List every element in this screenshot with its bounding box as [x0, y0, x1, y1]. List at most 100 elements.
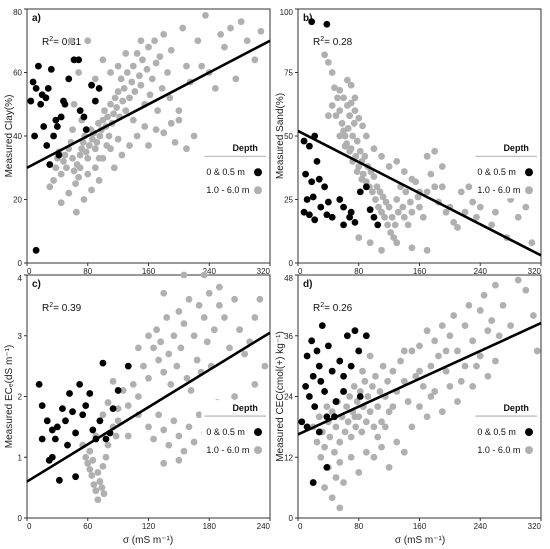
- data-point: [416, 367, 423, 375]
- data-point: [423, 327, 431, 335]
- data-point: [227, 24, 234, 32]
- data-point: [64, 441, 71, 449]
- legend-title: Depth: [232, 403, 258, 413]
- data-point: [150, 435, 157, 443]
- data-point: [62, 417, 69, 425]
- data-point: [344, 124, 352, 132]
- data-point: [185, 295, 193, 303]
- data-point: [336, 196, 344, 203]
- data-point: [60, 158, 67, 165]
- data-point: [362, 332, 370, 340]
- data-point: [43, 142, 51, 149]
- data-point: [43, 417, 51, 425]
- data-point: [423, 188, 431, 196]
- y-tick-label: 3: [18, 332, 23, 341]
- data-point: [318, 322, 326, 330]
- data-point: [355, 469, 363, 476]
- data-point: [499, 301, 507, 309]
- data-point: [461, 362, 469, 370]
- data-point: [423, 246, 431, 254]
- data-point: [488, 221, 496, 229]
- data-point: [311, 403, 319, 411]
- data-point: [393, 438, 401, 446]
- data-point: [341, 132, 349, 140]
- data-point: [454, 398, 461, 405]
- data-point: [145, 142, 152, 149]
- data-point: [408, 347, 416, 355]
- data-point: [369, 188, 376, 196]
- data-point: [300, 208, 308, 216]
- data-point: [366, 206, 374, 214]
- y-tick-label: 75: [284, 69, 293, 78]
- data-point: [38, 402, 46, 410]
- data-point: [137, 37, 145, 45]
- data-point: [96, 132, 104, 140]
- data-point: [183, 374, 191, 382]
- data-point: [100, 490, 108, 498]
- data-point: [119, 97, 127, 105]
- data-point: [126, 94, 133, 102]
- data-point: [427, 393, 435, 400]
- data-point: [446, 332, 454, 340]
- data-point: [533, 347, 541, 355]
- data-point: [160, 289, 168, 297]
- data-point: [72, 180, 79, 188]
- data-point: [52, 116, 60, 124]
- data-point: [165, 350, 173, 358]
- data-point: [160, 426, 168, 434]
- y-tick-label: 80: [13, 8, 22, 17]
- data-point: [370, 173, 378, 181]
- data-point: [328, 102, 336, 109]
- legend-marker: [254, 428, 262, 437]
- data-point: [112, 432, 120, 440]
- y-tick-label: 36: [284, 332, 293, 341]
- data-point: [488, 317, 496, 324]
- data-point: [308, 178, 316, 186]
- data-point: [353, 137, 361, 145]
- x-tick-label: 120: [142, 522, 156, 531]
- legend-entry-label: 0 & 0.5 m: [206, 427, 245, 437]
- data-point: [351, 107, 359, 114]
- legend-entry-label: 1.0 - 6.0 m: [206, 185, 249, 195]
- data-point: [469, 198, 477, 206]
- data-point: [384, 377, 392, 385]
- data-point: [104, 399, 112, 406]
- data-point: [72, 473, 79, 481]
- data-point: [332, 423, 340, 431]
- data-point: [32, 84, 40, 92]
- y-tick-label: 24: [284, 393, 293, 402]
- data-point: [350, 382, 358, 390]
- data-point: [141, 123, 149, 130]
- data-point: [210, 326, 218, 334]
- data-point: [179, 24, 187, 32]
- data-point: [446, 382, 454, 390]
- data-point: [211, 84, 219, 92]
- data-point: [522, 203, 530, 211]
- regression-line: [297, 321, 542, 436]
- data-point: [351, 94, 359, 102]
- data-point: [347, 433, 355, 441]
- data-point: [82, 402, 90, 410]
- y-tick-label: 0: [289, 514, 294, 523]
- data-point: [198, 62, 206, 70]
- data-point: [313, 438, 321, 446]
- data-point: [72, 429, 79, 437]
- data-point: [352, 423, 360, 431]
- data-point: [324, 112, 332, 120]
- data-point: [137, 81, 145, 89]
- legend-marker: [525, 428, 533, 437]
- data-point: [165, 441, 173, 449]
- data-point: [397, 357, 404, 365]
- r-squared-label: R2= 0.28: [313, 36, 353, 48]
- data-point: [75, 173, 83, 181]
- data-point: [372, 196, 379, 203]
- x-tick-label: 160: [413, 522, 427, 531]
- data-point: [492, 281, 499, 289]
- x-tick-label: 160: [413, 267, 427, 276]
- x-tick-label: 80: [83, 267, 92, 276]
- data-point: [122, 50, 130, 57]
- data-point: [336, 107, 344, 114]
- data-point: [402, 188, 410, 196]
- data-point: [232, 75, 240, 83]
- data-point: [457, 188, 465, 196]
